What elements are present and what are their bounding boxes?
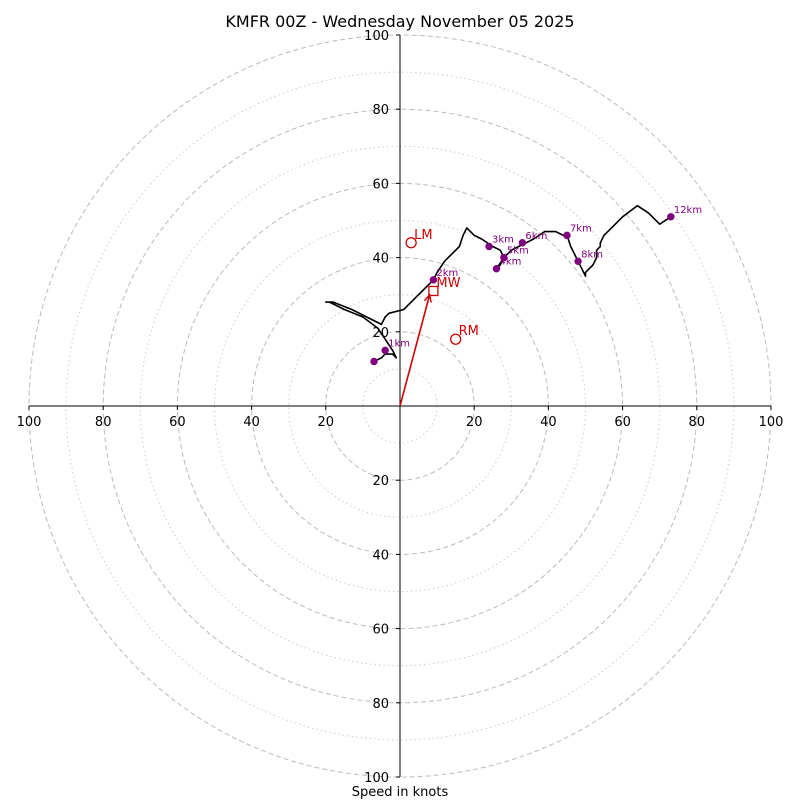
x-tick-label: 80 bbox=[689, 415, 706, 430]
height-marker bbox=[667, 213, 675, 221]
height-marker bbox=[381, 346, 389, 355]
y-tick-label: 60 bbox=[372, 177, 389, 192]
storm-motion-marker-rm bbox=[449, 333, 462, 345]
mean-wind-arrowhead bbox=[423, 293, 432, 303]
height-marker bbox=[500, 253, 508, 262]
x-tick-label: 100 bbox=[17, 415, 42, 430]
x-axis-label: Speed in knots bbox=[352, 785, 449, 800]
storm-motion-label-mw: MW bbox=[436, 276, 460, 291]
height-marker bbox=[492, 265, 501, 273]
y-tick-label: 40 bbox=[372, 548, 389, 563]
height-marker-label: 12km bbox=[674, 205, 702, 216]
hodograph-line bbox=[324, 204, 672, 363]
mean-wind-vector bbox=[399, 294, 431, 407]
y-tick-label: 20 bbox=[372, 474, 389, 489]
storm-motion-marker-mw bbox=[428, 285, 439, 297]
y-tick-label: 100 bbox=[364, 771, 389, 786]
height-marker bbox=[574, 257, 582, 266]
height-marker bbox=[370, 357, 378, 366]
x-tick-label: 60 bbox=[614, 415, 631, 430]
height-marker-label: 2km bbox=[436, 268, 458, 279]
x-tick-label: 60 bbox=[169, 415, 186, 430]
height-marker bbox=[518, 239, 527, 247]
y-tick-label: 40 bbox=[372, 252, 389, 267]
x-tick-label: 40 bbox=[540, 415, 557, 430]
height-marker-label: 5km bbox=[507, 246, 529, 257]
height-marker-label: 8km bbox=[581, 249, 603, 260]
height-marker-label: 1km bbox=[388, 338, 410, 349]
storm-motion-marker-lm bbox=[405, 237, 417, 249]
y-tick-label: 100 bbox=[364, 29, 389, 44]
height-marker-label: 4km bbox=[499, 257, 521, 268]
x-tick-label: 40 bbox=[243, 415, 260, 430]
height-marker-label: 6km bbox=[525, 231, 547, 242]
x-tick-label: 100 bbox=[759, 415, 784, 430]
chart-title: KMFR 00Z - Wednesday November 05 2025 bbox=[225, 12, 574, 31]
x-tick-label: 20 bbox=[318, 415, 335, 430]
height-marker-label: 7km bbox=[570, 223, 592, 234]
storm-motion: LM RM MW bbox=[399, 228, 479, 407]
y-tick-label: 80 bbox=[372, 103, 389, 118]
x-tick-label: 80 bbox=[95, 415, 112, 430]
tick-labels: 1001008080606040402020202040406060808010… bbox=[17, 29, 784, 786]
storm-motion-label-rm: RM bbox=[459, 324, 479, 339]
height-marker bbox=[429, 276, 438, 284]
storm-motion-label-lm: LM bbox=[414, 228, 432, 243]
hodograph-trace bbox=[324, 204, 672, 363]
height-marker bbox=[563, 231, 571, 240]
height-marker-label: 3km bbox=[492, 234, 514, 245]
x-tick-label: 20 bbox=[466, 415, 483, 430]
height-marker bbox=[485, 242, 493, 251]
y-tick-label: 60 bbox=[372, 623, 389, 638]
y-tick-label: 80 bbox=[372, 697, 389, 712]
